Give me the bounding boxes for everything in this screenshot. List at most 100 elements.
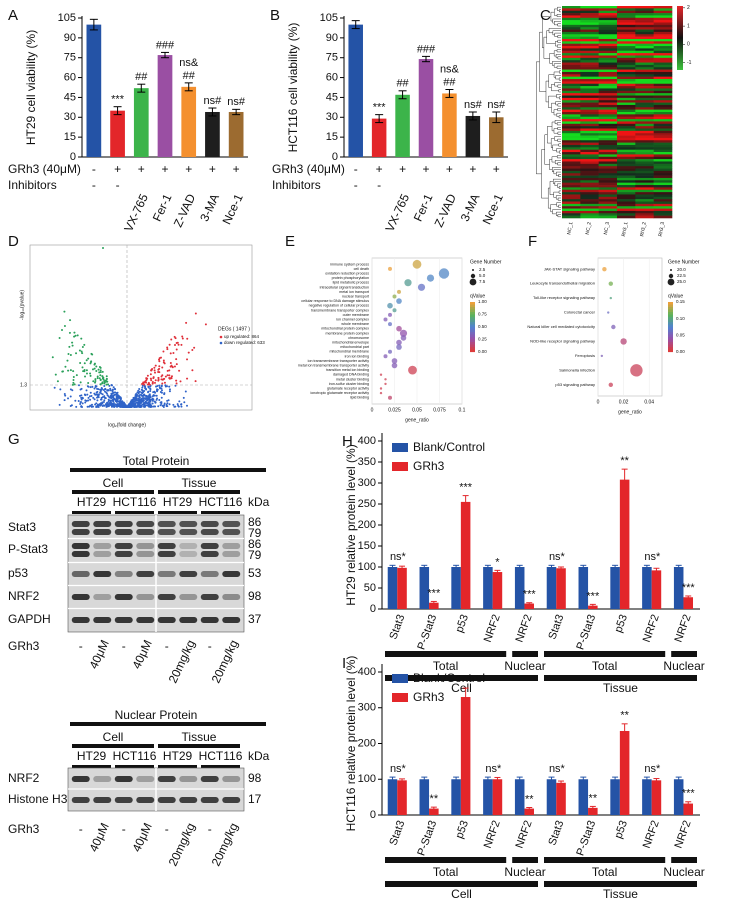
volcano-point [160, 389, 163, 392]
term-label: Salmonella infection [559, 367, 595, 372]
legend-label: 1.00 [478, 299, 487, 304]
heatmap-cell [598, 20, 618, 23]
volcano-point [105, 380, 108, 383]
heatmap-cell [617, 126, 636, 129]
blot-band [136, 551, 155, 557]
heatmap-cell [653, 8, 673, 12]
dose-label: - [122, 639, 126, 653]
volcano-point [99, 379, 102, 382]
blot-band [200, 617, 219, 623]
heatmap-cell [635, 144, 654, 148]
volcano-point [116, 402, 119, 405]
term-label: ion channel complex [336, 317, 369, 321]
heatmap-cell [598, 10, 618, 14]
heatmap-cell [635, 152, 654, 155]
heatmap-cell [635, 76, 654, 80]
heatmap-cell [617, 107, 636, 110]
heatmap-cell [635, 74, 654, 77]
volcano-point [63, 399, 66, 402]
blot-band [157, 776, 176, 782]
dot [400, 335, 407, 341]
heatmap-cell [562, 79, 581, 82]
heatmap-cell [653, 199, 673, 202]
heatmap-cell [598, 97, 618, 101]
dot [392, 308, 397, 313]
column-label: NC_3 [603, 221, 611, 235]
heatmap-cell [598, 168, 618, 172]
heatmap-cell [653, 53, 673, 56]
heatmap-cell [653, 36, 673, 40]
legend-swatch [392, 693, 408, 702]
heatmap-cell [635, 135, 654, 139]
volcano-point [95, 369, 98, 372]
legend-title: qValue [470, 293, 485, 299]
heatmap-cell [617, 185, 636, 188]
heatmap-cell [598, 159, 618, 162]
volcano-point [80, 350, 83, 353]
legend-label: 0.15 [676, 299, 685, 304]
dose-label: 20mg/kg [209, 638, 241, 686]
heatmap-cell [598, 109, 618, 113]
heatmap-cell [562, 126, 581, 129]
heatmap-cell [598, 189, 618, 193]
dot [608, 281, 613, 286]
volcano-point [143, 405, 146, 408]
bar [157, 55, 173, 157]
volcano-point [105, 383, 108, 386]
heatmap-cell [580, 156, 599, 160]
heatmap-cell [617, 27, 636, 30]
significance: ns* [644, 763, 661, 775]
heatmap-cell [580, 41, 599, 44]
heatmap-cell [617, 43, 636, 47]
blot-band [179, 797, 198, 803]
volcano-point [73, 335, 76, 338]
volcano-point [174, 384, 177, 387]
volcano-point [78, 349, 81, 352]
heatmap-cell [580, 104, 599, 108]
volcano-point [95, 365, 98, 368]
y-axis-label: HT29 cell viability (%) [24, 30, 38, 145]
volcano-point [148, 403, 151, 406]
heatmap-cell [580, 206, 599, 209]
heatmap-cell [598, 192, 618, 195]
bar [387, 779, 398, 815]
blot-band [222, 543, 241, 549]
treatment-sign: + [138, 162, 145, 176]
volcano-point [122, 401, 125, 404]
heatmap-cell [598, 128, 618, 132]
heatmap-cell [635, 137, 654, 141]
volcano-point [162, 359, 165, 362]
volcano-point [83, 369, 86, 372]
blot-band [114, 797, 133, 803]
volcano-point [184, 390, 187, 393]
volcano-point [132, 403, 135, 406]
x-tick-label: 0 [371, 407, 374, 413]
heatmap-cell [580, 79, 599, 82]
volcano-point [159, 401, 162, 404]
x-tick-label: Stat3 [546, 819, 566, 847]
volcano-point [161, 382, 164, 385]
treatment-sign: + [376, 162, 383, 176]
dot [404, 279, 412, 287]
heatmap-cell [598, 64, 618, 68]
volcano-point [147, 391, 150, 394]
dot [620, 338, 627, 345]
volcano-point [149, 389, 152, 392]
heatmap-cell [653, 213, 673, 216]
volcano-point [145, 388, 148, 391]
cell-line: HCT116 [199, 495, 243, 509]
heatmap-cell [580, 74, 599, 77]
heatmap-cell [635, 126, 654, 129]
heatmap-cell [617, 192, 636, 195]
volcano-point [137, 403, 140, 406]
cell-line: HCT116 [113, 495, 157, 509]
volcano-point [136, 405, 139, 408]
dot [384, 382, 387, 386]
volcano-point [87, 399, 90, 402]
heatmap-cell [580, 48, 599, 52]
volcano-point [98, 371, 101, 374]
y-axis-label: HCT116 relative protein level (%) [344, 656, 358, 832]
group-label: Cell [451, 887, 472, 901]
blot-band [71, 529, 90, 535]
volcano-point [166, 399, 169, 402]
